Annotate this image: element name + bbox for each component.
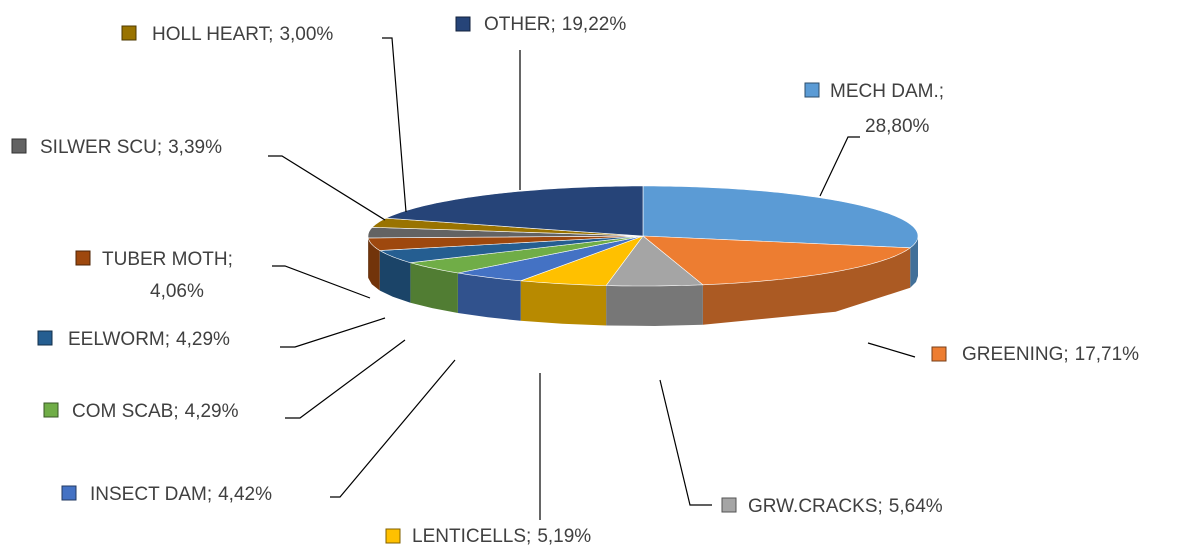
label-category: OTHER; (484, 14, 556, 35)
legend-icon (38, 331, 52, 345)
label-category: GREENING; (962, 344, 1069, 365)
data-label: HOLL HEART; 3,00% (152, 24, 333, 45)
slice-side (606, 285, 703, 326)
label-value: 3,00% (279, 24, 333, 45)
legend-icon (456, 17, 470, 31)
leader-line (268, 156, 385, 220)
leader-line (382, 38, 406, 212)
label-value: 4,42% (218, 484, 272, 505)
legend-icon (932, 347, 946, 361)
data-label: SILWER SCU; 3,39% (40, 137, 222, 158)
legend-icon (805, 83, 819, 97)
slice-side (521, 281, 606, 326)
legend-icon (62, 486, 76, 500)
label-category: GRW.CRACKS; (748, 496, 883, 517)
label-category: SILWER SCU; (40, 137, 162, 158)
label-category: INSECT DAM; (90, 484, 212, 505)
legend-icon (122, 26, 136, 40)
label-value: 5,19% (537, 526, 591, 547)
legend-icon (722, 498, 736, 512)
label-value: 5,64% (889, 496, 943, 517)
label-value: 19,22% (562, 14, 627, 35)
leader-line (280, 318, 385, 347)
label-category: MECH DAM.; (830, 81, 944, 102)
label-value: 4,06% (150, 281, 204, 302)
legend-icon (44, 403, 58, 417)
label-category: EELWORM; (68, 329, 170, 350)
label-value: 4,29% (176, 329, 230, 350)
data-label: MECH DAM.; 28,80% (830, 81, 944, 137)
leader-line (868, 343, 915, 357)
label-value: 3,39% (168, 137, 222, 158)
data-label: LENTICELLS; 5,19% (412, 526, 591, 547)
data-label: EELWORM; 4,29% (68, 329, 230, 350)
legend-icon (12, 139, 26, 153)
label-category: COM SCAB; (72, 401, 179, 422)
data-label: INSECT DAM; 4,42% (90, 484, 272, 505)
data-label: TUBER MOTH; 4,06% (102, 249, 233, 302)
label-value: 28,80% (865, 116, 930, 137)
label-category: LENTICELLS; (412, 526, 531, 547)
legend-icon (76, 251, 90, 265)
leader-line (820, 137, 860, 196)
label-category: HOLL HEART; (152, 24, 273, 45)
leader-line (330, 360, 455, 497)
leader-line (272, 266, 370, 298)
data-label: GRW.CRACKS; 5,64% (748, 496, 943, 517)
leader-line (660, 380, 712, 505)
leader-line (285, 340, 405, 418)
data-label: GREENING; 17,71% (962, 344, 1139, 365)
data-label: OTHER; 19,22% (484, 14, 626, 35)
data-label: COM SCAB; 4,29% (72, 401, 239, 422)
label-value: 4,29% (185, 401, 239, 422)
legend-icon (386, 529, 400, 543)
label-category: TUBER MOTH; (102, 249, 233, 270)
label-value: 17,71% (1075, 344, 1140, 365)
